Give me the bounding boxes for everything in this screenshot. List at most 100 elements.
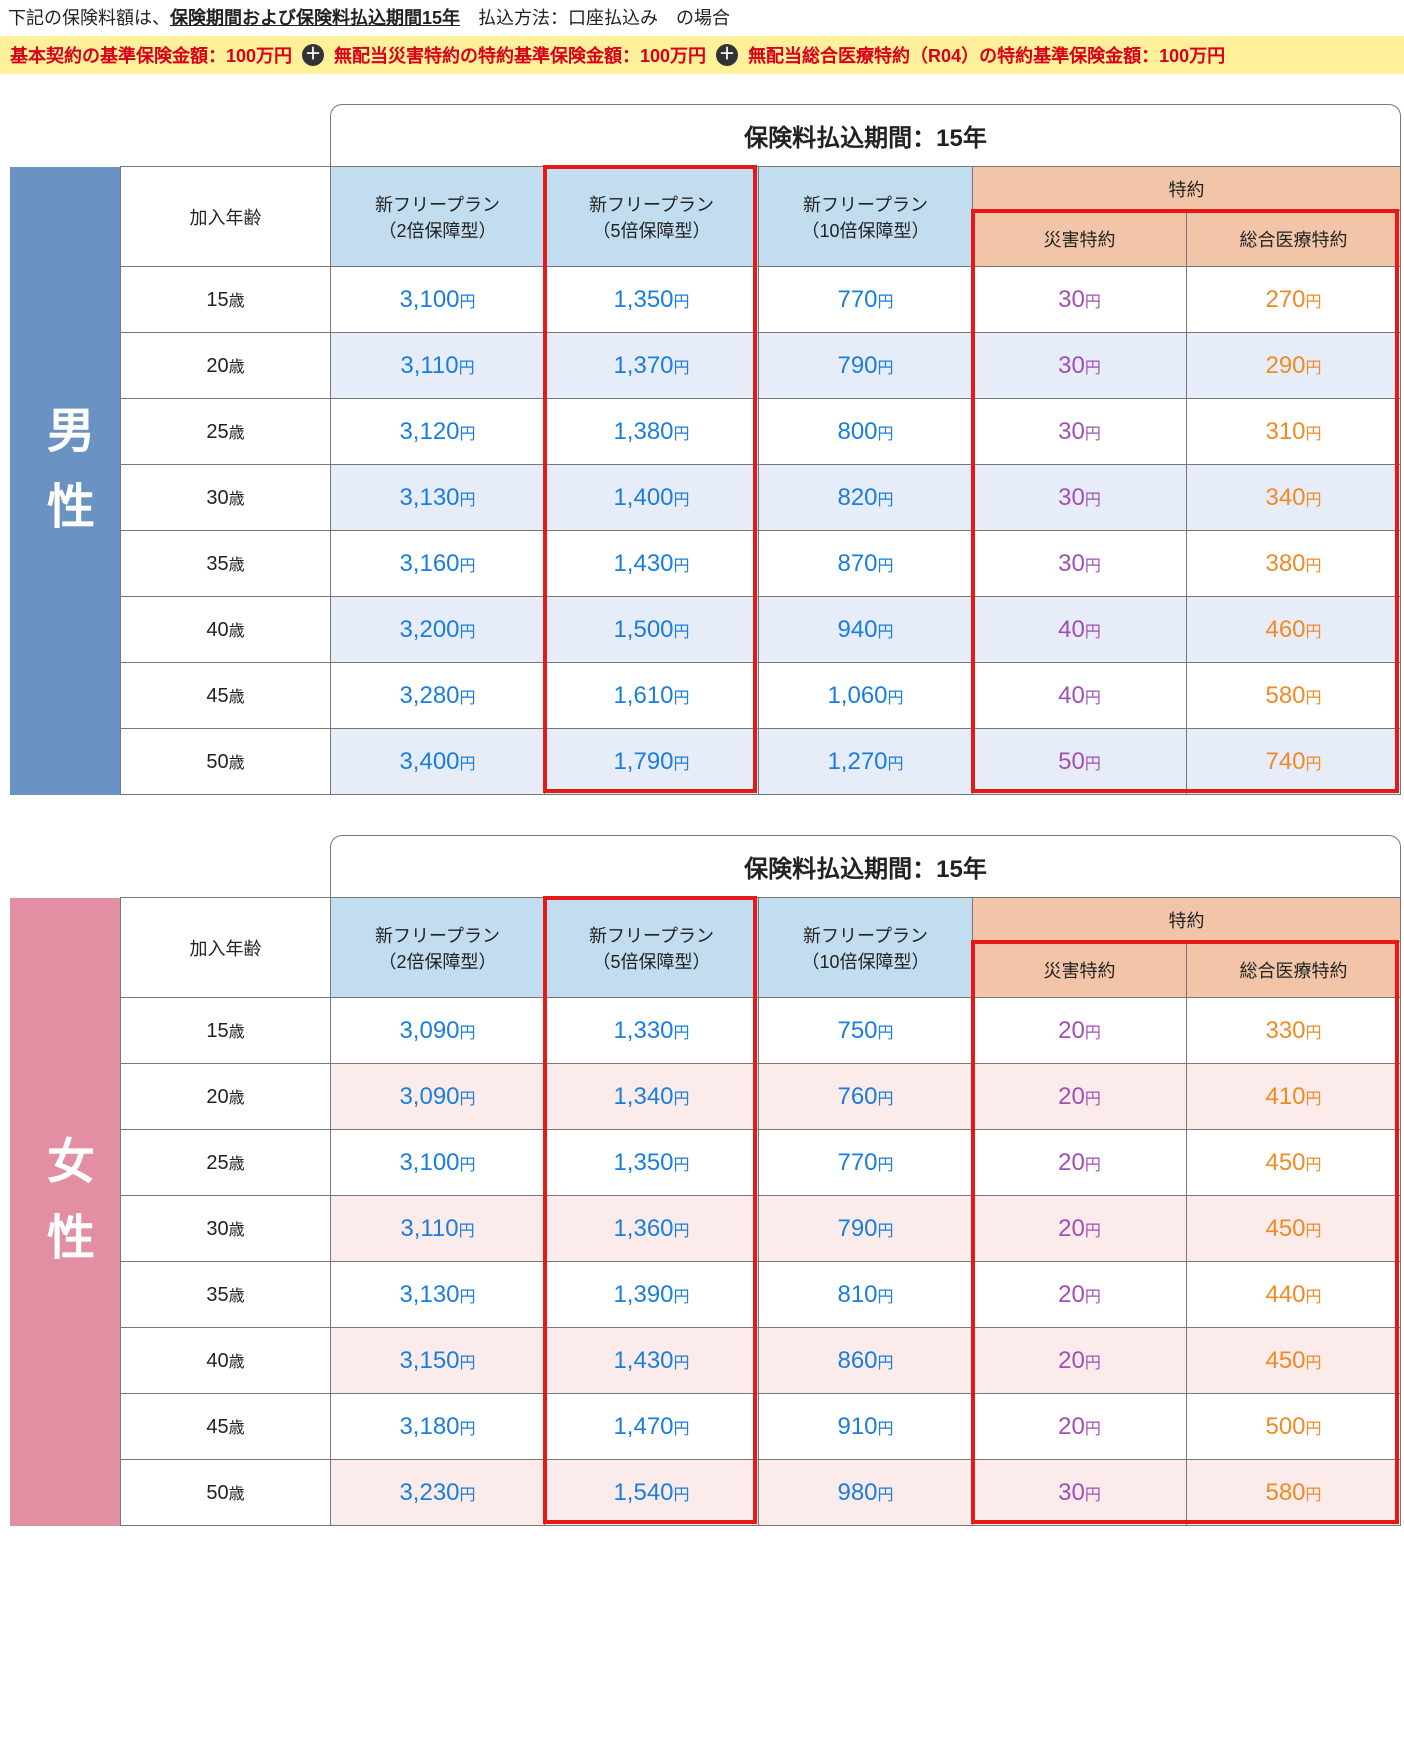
hdr-plan-5x-l2: （5倍保障型） <box>592 952 710 972</box>
plus-icon: ＋ <box>302 44 324 66</box>
hdr-plan-2x-l1: 新フリープラン <box>375 926 500 946</box>
hdr-age: 加入年齢 <box>121 898 331 998</box>
cell-rider-disaster: 40円 <box>973 597 1187 663</box>
table-row: 40歳3,200円1,500円940円40円460円 <box>121 597 1401 663</box>
table-row: 25歳3,120円1,380円800円30円310円 <box>121 399 1401 465</box>
table-row: 45歳3,280円1,610円1,060円40円580円 <box>121 663 1401 729</box>
cell-plan-10x: 770円 <box>759 267 973 333</box>
cell-plan-10x: 1,060円 <box>759 663 973 729</box>
table-row: 50歳3,400円1,790円1,270円50円740円 <box>121 729 1401 795</box>
cell-age: 40歳 <box>121 1328 331 1394</box>
hdr-rider-disaster: 災害特約 <box>973 942 1187 998</box>
cell-plan-5x: 1,400円 <box>545 465 759 531</box>
cell-rider-disaster: 20円 <box>973 1064 1187 1130</box>
hdr-plan-2x-l2: （2倍保障型） <box>378 952 496 972</box>
cell-age: 50歳 <box>121 1460 331 1526</box>
period-title: 保険料払込期間：15年 <box>330 104 1401 166</box>
cell-rider-medical: 330円 <box>1187 998 1401 1064</box>
plus-icon: ＋ <box>716 44 738 66</box>
cell-plan-10x: 820円 <box>759 465 973 531</box>
cell-age: 45歳 <box>121 1394 331 1460</box>
cell-plan-5x: 1,610円 <box>545 663 759 729</box>
cell-rider-medical: 460円 <box>1187 597 1401 663</box>
male-table: 加入年齢 新フリープラン （2倍保障型） 新フリープラン （5倍保障型） 新フリ… <box>120 166 1401 795</box>
cell-plan-2x: 3,400円 <box>331 729 545 795</box>
cell-plan-10x: 790円 <box>759 1196 973 1262</box>
band-part2: 無配当災害特約の特約基準保険金額：100万円 <box>334 42 706 68</box>
cell-age: 30歳 <box>121 465 331 531</box>
intro-underlined: 保険期間および保険料払込期間15年 <box>170 8 460 28</box>
cell-plan-5x: 1,430円 <box>545 531 759 597</box>
cell-age: 35歳 <box>121 1262 331 1328</box>
hdr-plan-10x-l1: 新フリープラン <box>803 926 928 946</box>
hdr-plan-5x: 新フリープラン （5倍保障型） <box>545 898 759 998</box>
cell-age: 50歳 <box>121 729 331 795</box>
cell-rider-medical: 580円 <box>1187 663 1401 729</box>
hdr-plan-10x: 新フリープラン （10倍保障型） <box>759 898 973 998</box>
cell-rider-medical: 740円 <box>1187 729 1401 795</box>
cell-plan-2x: 3,280円 <box>331 663 545 729</box>
cell-plan-2x: 3,230円 <box>331 1460 545 1526</box>
intro-line: 下記の保険料額は、保険期間および保険料払込期間15年 払込方法：口座払込み の場… <box>0 0 1404 36</box>
male-section: 男性 保険料払込期間：15年 加入年齢 新フリープラン （2倍保障型） 新フリー… <box>0 74 1404 805</box>
female-side-label: 女性 <box>10 898 120 1526</box>
cell-age: 25歳 <box>121 1130 331 1196</box>
hdr-plan-5x-l1: 新フリープラン <box>589 926 714 946</box>
period-title: 保険料払込期間：15年 <box>330 835 1401 897</box>
cell-plan-10x: 750円 <box>759 998 973 1064</box>
cell-plan-2x: 3,200円 <box>331 597 545 663</box>
hdr-plan-2x-l2: （2倍保障型） <box>378 221 496 241</box>
cell-rider-disaster: 20円 <box>973 998 1187 1064</box>
table-row: 35歳3,130円1,390円810円20円440円 <box>121 1262 1401 1328</box>
cell-age: 45歳 <box>121 663 331 729</box>
cell-plan-2x: 3,130円 <box>331 465 545 531</box>
cell-age: 20歳 <box>121 333 331 399</box>
cell-age: 20歳 <box>121 1064 331 1130</box>
cell-plan-5x: 1,330円 <box>545 998 759 1064</box>
cell-rider-disaster: 30円 <box>973 399 1187 465</box>
table-row: 50歳3,230円1,540円980円30円580円 <box>121 1460 1401 1526</box>
cell-rider-medical: 440円 <box>1187 1262 1401 1328</box>
cell-plan-5x: 1,370円 <box>545 333 759 399</box>
hdr-plan-5x-l1: 新フリープラン <box>589 195 714 215</box>
cell-plan-5x: 1,360円 <box>545 1196 759 1262</box>
table-row: 15歳3,100円1,350円770円30円270円 <box>121 267 1401 333</box>
cell-age: 40歳 <box>121 597 331 663</box>
cell-age: 35歳 <box>121 531 331 597</box>
intro-plain: 払込方法：口座払込み の場合 <box>460 8 730 28</box>
cell-plan-2x: 3,120円 <box>331 399 545 465</box>
cell-rider-medical: 270円 <box>1187 267 1401 333</box>
cell-plan-2x: 3,160円 <box>331 531 545 597</box>
band-part3: 無配当総合医療特約（R04）の特約基準保険金額：100万円 <box>748 42 1225 68</box>
cell-plan-5x: 1,350円 <box>545 267 759 333</box>
cell-plan-5x: 1,430円 <box>545 1328 759 1394</box>
hdr-rider-group: 特約 <box>973 167 1401 211</box>
cell-plan-10x: 810円 <box>759 1262 973 1328</box>
cell-plan-2x: 3,090円 <box>331 998 545 1064</box>
hdr-rider-disaster: 災害特約 <box>973 211 1187 267</box>
hdr-plan-5x-l2: （5倍保障型） <box>592 221 710 241</box>
cell-rider-disaster: 40円 <box>973 663 1187 729</box>
cell-rider-medical: 380円 <box>1187 531 1401 597</box>
cell-rider-disaster: 30円 <box>973 531 1187 597</box>
band-part1: 基本契約の基準保険金額：100万円 <box>10 42 292 68</box>
hdr-plan-5x: 新フリープラン （5倍保障型） <box>545 167 759 267</box>
cell-rider-disaster: 30円 <box>973 333 1187 399</box>
cell-plan-5x: 1,790円 <box>545 729 759 795</box>
cell-rider-disaster: 30円 <box>973 465 1187 531</box>
cell-rider-medical: 290円 <box>1187 333 1401 399</box>
hdr-plan-10x-l1: 新フリープラン <box>803 195 928 215</box>
cell-rider-disaster: 20円 <box>973 1196 1187 1262</box>
cell-rider-medical: 500円 <box>1187 1394 1401 1460</box>
cell-plan-5x: 1,470円 <box>545 1394 759 1460</box>
cell-rider-disaster: 20円 <box>973 1394 1187 1460</box>
cell-plan-10x: 940円 <box>759 597 973 663</box>
cell-rider-medical: 450円 <box>1187 1130 1401 1196</box>
table-row: 20歳3,090円1,340円760円20円410円 <box>121 1064 1401 1130</box>
cell-age: 15歳 <box>121 267 331 333</box>
cell-plan-10x: 980円 <box>759 1460 973 1526</box>
cell-rider-medical: 450円 <box>1187 1328 1401 1394</box>
cell-rider-disaster: 20円 <box>973 1130 1187 1196</box>
cell-plan-10x: 860円 <box>759 1328 973 1394</box>
cell-plan-10x: 910円 <box>759 1394 973 1460</box>
